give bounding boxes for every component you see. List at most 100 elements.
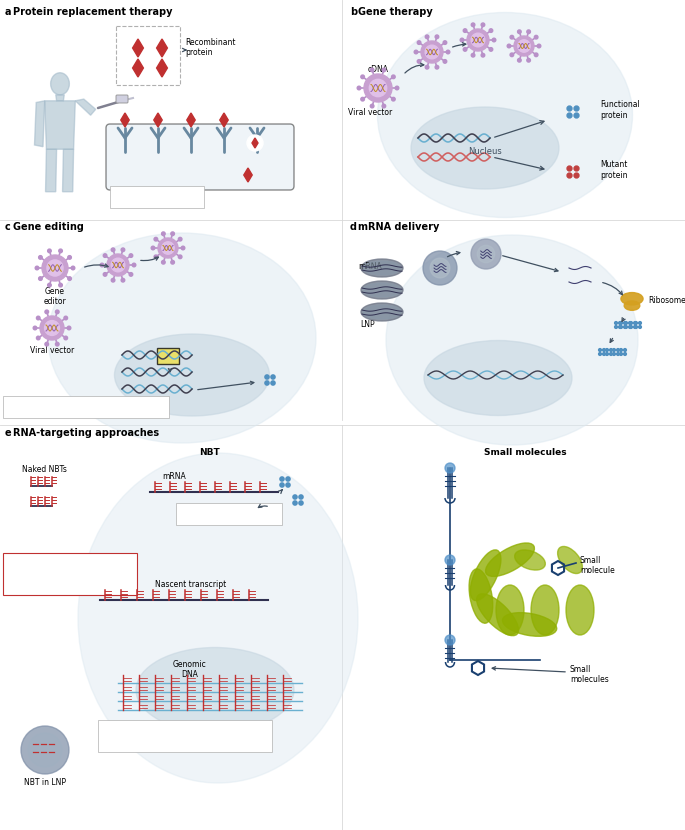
Ellipse shape [361, 281, 403, 299]
Circle shape [614, 321, 617, 325]
Ellipse shape [531, 585, 559, 635]
Circle shape [357, 86, 361, 90]
Circle shape [71, 266, 75, 270]
Text: d: d [350, 222, 357, 232]
Text: c: c [5, 222, 11, 232]
Circle shape [471, 53, 475, 57]
Ellipse shape [361, 303, 403, 321]
Circle shape [620, 321, 623, 325]
Circle shape [510, 53, 514, 56]
Circle shape [630, 325, 632, 329]
Circle shape [293, 500, 297, 505]
Circle shape [371, 105, 374, 108]
Text: Functional
protein: Functional protein [600, 100, 640, 120]
Circle shape [616, 349, 619, 351]
Text: Gene editing: Gene editing [13, 222, 84, 232]
Ellipse shape [477, 593, 519, 636]
Circle shape [45, 320, 60, 335]
Circle shape [382, 105, 386, 108]
Ellipse shape [136, 647, 294, 733]
Ellipse shape [558, 546, 582, 574]
Circle shape [280, 477, 284, 481]
Ellipse shape [486, 543, 534, 576]
Text: Gene therapy: Gene therapy [358, 7, 433, 17]
FancyBboxPatch shape [116, 26, 180, 85]
Circle shape [471, 33, 485, 46]
Circle shape [619, 325, 621, 329]
Circle shape [518, 40, 530, 52]
Ellipse shape [363, 261, 401, 275]
Text: a: a [5, 7, 12, 17]
Circle shape [435, 66, 439, 69]
Circle shape [36, 336, 40, 339]
Circle shape [132, 263, 136, 266]
Circle shape [629, 321, 632, 325]
Circle shape [567, 113, 572, 118]
Text: mRNA: mRNA [358, 262, 382, 271]
Circle shape [537, 44, 540, 48]
FancyBboxPatch shape [3, 396, 169, 418]
Circle shape [40, 316, 64, 340]
Circle shape [33, 326, 37, 330]
Circle shape [634, 325, 636, 329]
Circle shape [154, 255, 158, 259]
Circle shape [45, 310, 49, 314]
Text: mRNA delivery: mRNA delivery [358, 222, 439, 232]
Circle shape [100, 263, 104, 266]
Circle shape [612, 353, 615, 355]
Polygon shape [45, 100, 75, 149]
Circle shape [623, 325, 626, 329]
Circle shape [514, 36, 534, 56]
Text: mRNA: mRNA [162, 472, 186, 481]
Circle shape [489, 29, 493, 32]
Ellipse shape [51, 73, 69, 95]
Ellipse shape [78, 453, 358, 783]
Circle shape [481, 53, 485, 57]
Circle shape [610, 349, 612, 351]
Circle shape [48, 283, 51, 287]
Text: Nascent transcript: Nascent transcript [155, 580, 226, 589]
Circle shape [493, 38, 496, 42]
Circle shape [417, 60, 421, 63]
Circle shape [606, 349, 608, 351]
Circle shape [603, 353, 606, 355]
Circle shape [103, 254, 107, 257]
Circle shape [620, 349, 623, 351]
Ellipse shape [361, 259, 403, 277]
Polygon shape [157, 39, 167, 57]
FancyBboxPatch shape [3, 553, 137, 595]
Circle shape [623, 353, 626, 355]
Circle shape [55, 342, 59, 346]
Circle shape [603, 349, 606, 351]
Polygon shape [157, 59, 167, 77]
Ellipse shape [624, 301, 640, 310]
Circle shape [68, 256, 71, 259]
Circle shape [534, 53, 538, 56]
Circle shape [299, 500, 303, 505]
Circle shape [460, 38, 464, 42]
Circle shape [430, 258, 450, 278]
Text: b: b [350, 7, 357, 17]
Circle shape [567, 173, 572, 178]
Text: Small molecules: Small molecules [484, 448, 566, 457]
FancyBboxPatch shape [176, 503, 282, 525]
Circle shape [271, 381, 275, 385]
Circle shape [443, 60, 447, 63]
Circle shape [293, 495, 297, 499]
Text: Binds to nascent transcripts and
modulates co-transcriptional
splicing, chemical: Binds to nascent transcripts and modulat… [18, 563, 121, 585]
Ellipse shape [114, 334, 269, 416]
Text: Gene
editor: Gene editor [44, 287, 66, 306]
Circle shape [361, 75, 364, 79]
Circle shape [534, 36, 538, 39]
Circle shape [599, 353, 601, 355]
Text: Recombinant
protein: Recombinant protein [185, 38, 236, 57]
Circle shape [286, 483, 290, 487]
Circle shape [414, 50, 418, 54]
FancyBboxPatch shape [98, 720, 272, 752]
Ellipse shape [621, 293, 643, 305]
Circle shape [129, 254, 133, 257]
Text: Naked NBTs: Naked NBTs [22, 465, 67, 474]
Text: Viral vector: Viral vector [348, 108, 392, 117]
Circle shape [271, 375, 275, 379]
Text: RNA-targeting approaches: RNA-targeting approaches [13, 428, 159, 438]
